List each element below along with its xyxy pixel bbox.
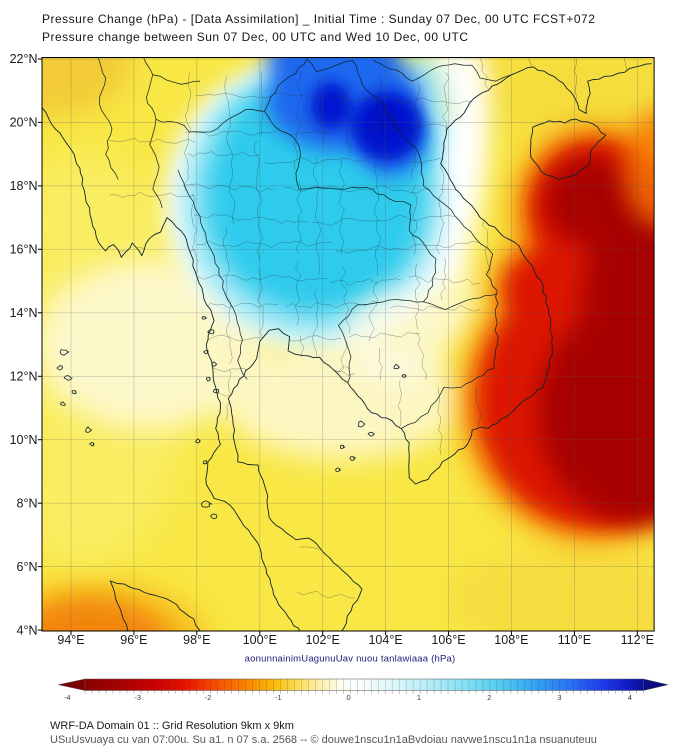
svg-text:4: 4	[628, 693, 632, 702]
svg-text:98°E: 98°E	[183, 633, 210, 647]
svg-text:-1: -1	[275, 693, 282, 702]
svg-text:110°E: 110°E	[558, 633, 591, 647]
svg-text:USuUsvuaya cu van 07:00u. Su a: USuUsvuaya cu van 07:00u. Su a1. n 07 s.…	[50, 734, 597, 746]
svg-text:22°N: 22°N	[10, 52, 38, 66]
svg-text:96°E: 96°E	[120, 633, 147, 647]
svg-text:3: 3	[557, 693, 561, 702]
svg-text:20°N: 20°N	[10, 116, 38, 130]
svg-text:6°N: 6°N	[17, 560, 38, 574]
svg-text:104°E: 104°E	[368, 633, 402, 647]
svg-text:18°N: 18°N	[10, 179, 38, 193]
svg-text:10°N: 10°N	[10, 433, 38, 447]
svg-text:16°N: 16°N	[10, 243, 38, 257]
svg-text:-4: -4	[64, 693, 71, 702]
svg-text:Pressure Change (hPa) - [Data: Pressure Change (hPa) - [Data Assimilati…	[42, 12, 595, 26]
svg-text:100°E: 100°E	[243, 633, 277, 647]
svg-text:2: 2	[487, 693, 491, 702]
svg-text:aonunnainimUagunuUav nuou tanl: aonunnainimUagunuUav nuou tanlawiaaa (hP…	[245, 654, 456, 665]
svg-text:108°E: 108°E	[494, 633, 528, 647]
svg-text:-2: -2	[205, 693, 212, 702]
svg-text:Pressure change between Sun 07: Pressure change between Sun 07 Dec, 00 U…	[42, 30, 469, 44]
svg-text:1: 1	[417, 693, 421, 702]
svg-text:112°E: 112°E	[621, 633, 654, 647]
svg-text:4°N: 4°N	[17, 623, 38, 637]
svg-text:0: 0	[347, 693, 351, 702]
svg-text:-3: -3	[134, 693, 141, 702]
svg-text:94°E: 94°E	[57, 633, 84, 647]
svg-text:12°N: 12°N	[10, 370, 38, 384]
svg-text:8°N: 8°N	[17, 496, 38, 510]
svg-text:WRF-DA Domain 01 :: Grid Resol: WRF-DA Domain 01 :: Grid Resolution 9km …	[50, 720, 294, 732]
svg-text:106°E: 106°E	[431, 633, 465, 647]
svg-text:14°N: 14°N	[10, 306, 38, 320]
svg-text:102°E: 102°E	[306, 633, 340, 647]
